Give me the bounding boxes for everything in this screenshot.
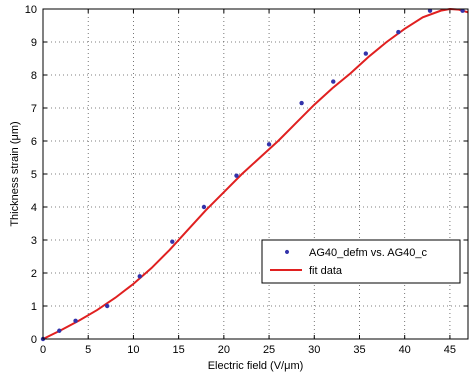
data-point — [427, 8, 433, 13]
y-tick-label: 7 — [31, 103, 37, 115]
y-tick-label: 1 — [31, 301, 37, 313]
y-tick-label: 9 — [31, 37, 37, 49]
y-tick-label: 4 — [31, 202, 37, 214]
x-tick-label: 30 — [308, 344, 320, 356]
fit-line — [42, 7, 469, 340]
data-point — [170, 239, 175, 244]
series-layer — [40, 7, 469, 342]
x-axis-ticks: 0 5 10 15 20 25 30 35 40 45 — [40, 9, 456, 356]
y-tick-label: 5 — [31, 169, 37, 181]
data-point — [73, 318, 78, 324]
x-tick-label: 0 — [40, 344, 46, 356]
x-axis-label: Electric field (V/μm) — [208, 360, 304, 372]
x-tick-label: 25 — [263, 344, 275, 356]
legend-entry-scatter: AG40_defm vs. AG40_c — [309, 247, 428, 259]
x-tick-label: 15 — [173, 344, 185, 356]
x-tick-label: 40 — [399, 344, 411, 356]
y-tick-label: 6 — [31, 136, 37, 148]
y-tick-label: 10 — [25, 4, 37, 16]
legend-marker-scatter: • — [283, 245, 291, 261]
data-point — [460, 8, 465, 13]
y-tick-label: 3 — [31, 235, 37, 247]
grid-lines — [43, 9, 468, 339]
data-point — [201, 204, 207, 210]
legend: • AG40_defm vs. AG40_c fit data — [261, 239, 461, 284]
y-axis-label: Thickness strain (μm) — [9, 121, 21, 226]
plot-frame — [42, 8, 469, 340]
data-point — [331, 79, 336, 84]
x-tick-label: 35 — [353, 344, 365, 356]
x-tick-label: 20 — [218, 344, 230, 356]
data-point — [396, 29, 401, 35]
legend-box — [261, 239, 461, 284]
data-point — [234, 173, 239, 178]
y-tick-label: 0 — [31, 334, 37, 346]
y-axis-ticks: 0 1 2 3 4 5 6 7 8 9 10 — [25, 4, 468, 346]
data-point — [137, 274, 142, 279]
legend-entry-fit: fit data — [309, 265, 343, 277]
data-point — [266, 142, 272, 147]
x-tick-label: 45 — [444, 344, 456, 356]
y-tick-label: 2 — [31, 268, 37, 280]
x-tick-label: 5 — [85, 344, 91, 356]
x-tick-label: 10 — [127, 344, 139, 356]
data-point — [57, 328, 62, 333]
data-point — [105, 303, 110, 309]
data-point — [363, 51, 369, 56]
data-point — [299, 100, 304, 106]
y-tick-label: 8 — [31, 70, 37, 82]
